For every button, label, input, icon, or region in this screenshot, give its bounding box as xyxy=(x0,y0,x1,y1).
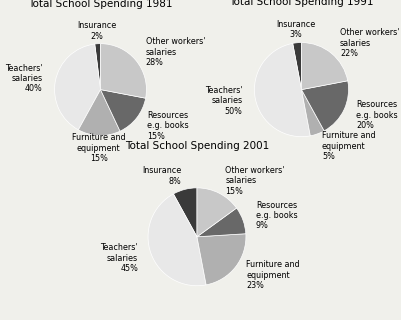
Wedge shape xyxy=(196,208,245,237)
Title: Total School Spending 1991: Total School Spending 1991 xyxy=(229,0,373,7)
Wedge shape xyxy=(173,188,196,237)
Wedge shape xyxy=(148,194,206,286)
Title: Total School Spending 2001: Total School Spending 2001 xyxy=(125,141,268,151)
Wedge shape xyxy=(196,188,236,237)
Text: Furniture and
equipment
5%: Furniture and equipment 5% xyxy=(321,132,375,161)
Wedge shape xyxy=(292,43,301,90)
Text: Other workers'
salaries
22%: Other workers' salaries 22% xyxy=(339,28,398,58)
Text: Resources
e.g. books
20%: Resources e.g. books 20% xyxy=(355,100,397,130)
Wedge shape xyxy=(196,234,245,285)
Text: Other workers'
salaries
15%: Other workers' salaries 15% xyxy=(225,166,284,196)
Text: Insurance
2%: Insurance 2% xyxy=(77,21,116,41)
Wedge shape xyxy=(78,90,120,136)
Wedge shape xyxy=(301,43,347,90)
Text: Resources
e.g. books
9%: Resources e.g. books 9% xyxy=(255,201,297,230)
Text: Other workers'
salaries
28%: Other workers' salaries 28% xyxy=(146,37,205,67)
Wedge shape xyxy=(254,44,310,137)
Text: Teachers'
salaries
40%: Teachers' salaries 40% xyxy=(5,64,43,93)
Text: Insurance
8%: Insurance 8% xyxy=(142,166,181,186)
Text: Resources
e.g. books
15%: Resources e.g. books 15% xyxy=(147,111,188,140)
Text: Furniture and
equipment
23%: Furniture and equipment 23% xyxy=(246,260,300,290)
Wedge shape xyxy=(301,81,348,131)
Wedge shape xyxy=(95,44,100,90)
Title: Total School Spending 1981: Total School Spending 1981 xyxy=(28,0,172,9)
Text: Teachers'
salaries
45%: Teachers' salaries 45% xyxy=(100,243,138,273)
Text: Insurance
3%: Insurance 3% xyxy=(275,20,315,39)
Wedge shape xyxy=(55,44,100,130)
Text: Furniture and
equipment
15%: Furniture and equipment 15% xyxy=(72,133,125,163)
Wedge shape xyxy=(100,44,146,98)
Wedge shape xyxy=(301,90,323,136)
Text: Teachers'
salaries
50%: Teachers' salaries 50% xyxy=(205,86,242,116)
Wedge shape xyxy=(100,90,145,131)
